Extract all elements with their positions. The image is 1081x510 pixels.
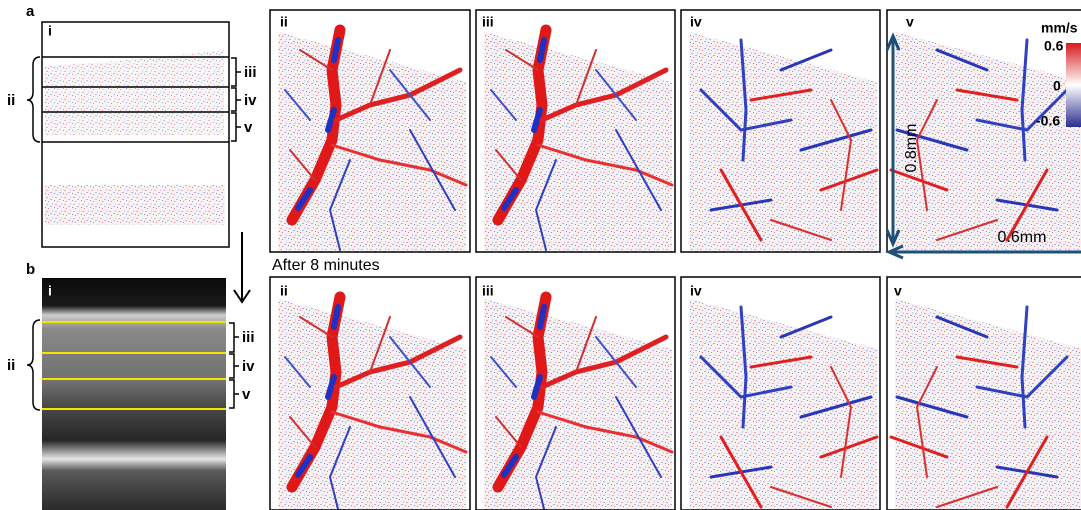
colorbar: [1066, 43, 1081, 127]
layer-label: v: [242, 386, 251, 403]
arrow: [233, 232, 251, 304]
scale-bar: [885, 32, 901, 248]
scale-label: 0.6mm: [998, 229, 1047, 246]
angiogram: [475, 9, 675, 252]
panel-label: iii: [482, 14, 494, 30]
panel-label: ii: [280, 14, 288, 30]
panel-label: ii: [280, 283, 288, 299]
row-caption: After 8 minutes: [272, 257, 380, 274]
bracket: [229, 322, 239, 353]
colorbar-unit: mm/s: [1041, 20, 1078, 36]
colorbar-tick: 0.6: [1044, 38, 1064, 54]
bracket: [231, 112, 241, 142]
cross-section-image: [45, 185, 225, 225]
panel-letter: a: [26, 3, 35, 20]
panel-a: a i ii iii iv v: [7, 3, 257, 248]
group-label: ii: [7, 357, 15, 374]
bracket: [229, 379, 239, 409]
colorbar-tick: -0.6: [1036, 113, 1060, 129]
angiogram: [680, 276, 881, 510]
panel-label: iv: [690, 14, 702, 30]
brace: [26, 56, 41, 143]
scale-label: 0.8mm: [903, 124, 920, 173]
panel-b: b i ii iii iv v: [7, 261, 255, 510]
angiogram: [680, 9, 881, 253]
cross-section-image: [45, 50, 224, 135]
panel-label: iv: [690, 283, 702, 299]
brace: [26, 319, 41, 411]
layer-label: iv: [244, 92, 257, 109]
panel-label: i: [48, 23, 52, 39]
oct-image: [42, 278, 226, 510]
angiogram: [886, 276, 1081, 510]
angiogram: [269, 9, 470, 252]
scale-bar: [885, 244, 1081, 260]
layer-label: v: [244, 119, 253, 136]
panel-label: i: [48, 283, 52, 299]
bracket: [229, 353, 239, 379]
panel-letter: b: [26, 261, 35, 278]
angiogram: [475, 276, 675, 510]
layer-label: iv: [242, 358, 255, 375]
group-label: ii: [7, 92, 15, 109]
layer-label: iii: [242, 329, 255, 346]
bottom-row: After 8 minutes ii iii iv v: [269, 257, 1081, 510]
panel-label: v: [894, 283, 902, 299]
top-row: ii iii iv v mm/s 0.6 0 -0.6 0.8mm 0.6mm: [269, 9, 1081, 260]
angiogram: [269, 276, 470, 510]
panel-label: v: [906, 14, 914, 30]
panel-label: iii: [482, 283, 494, 299]
bracket: [231, 87, 241, 112]
layer-label: iii: [244, 64, 257, 81]
bracket: [231, 57, 241, 87]
colorbar-tick: 0: [1053, 78, 1061, 94]
